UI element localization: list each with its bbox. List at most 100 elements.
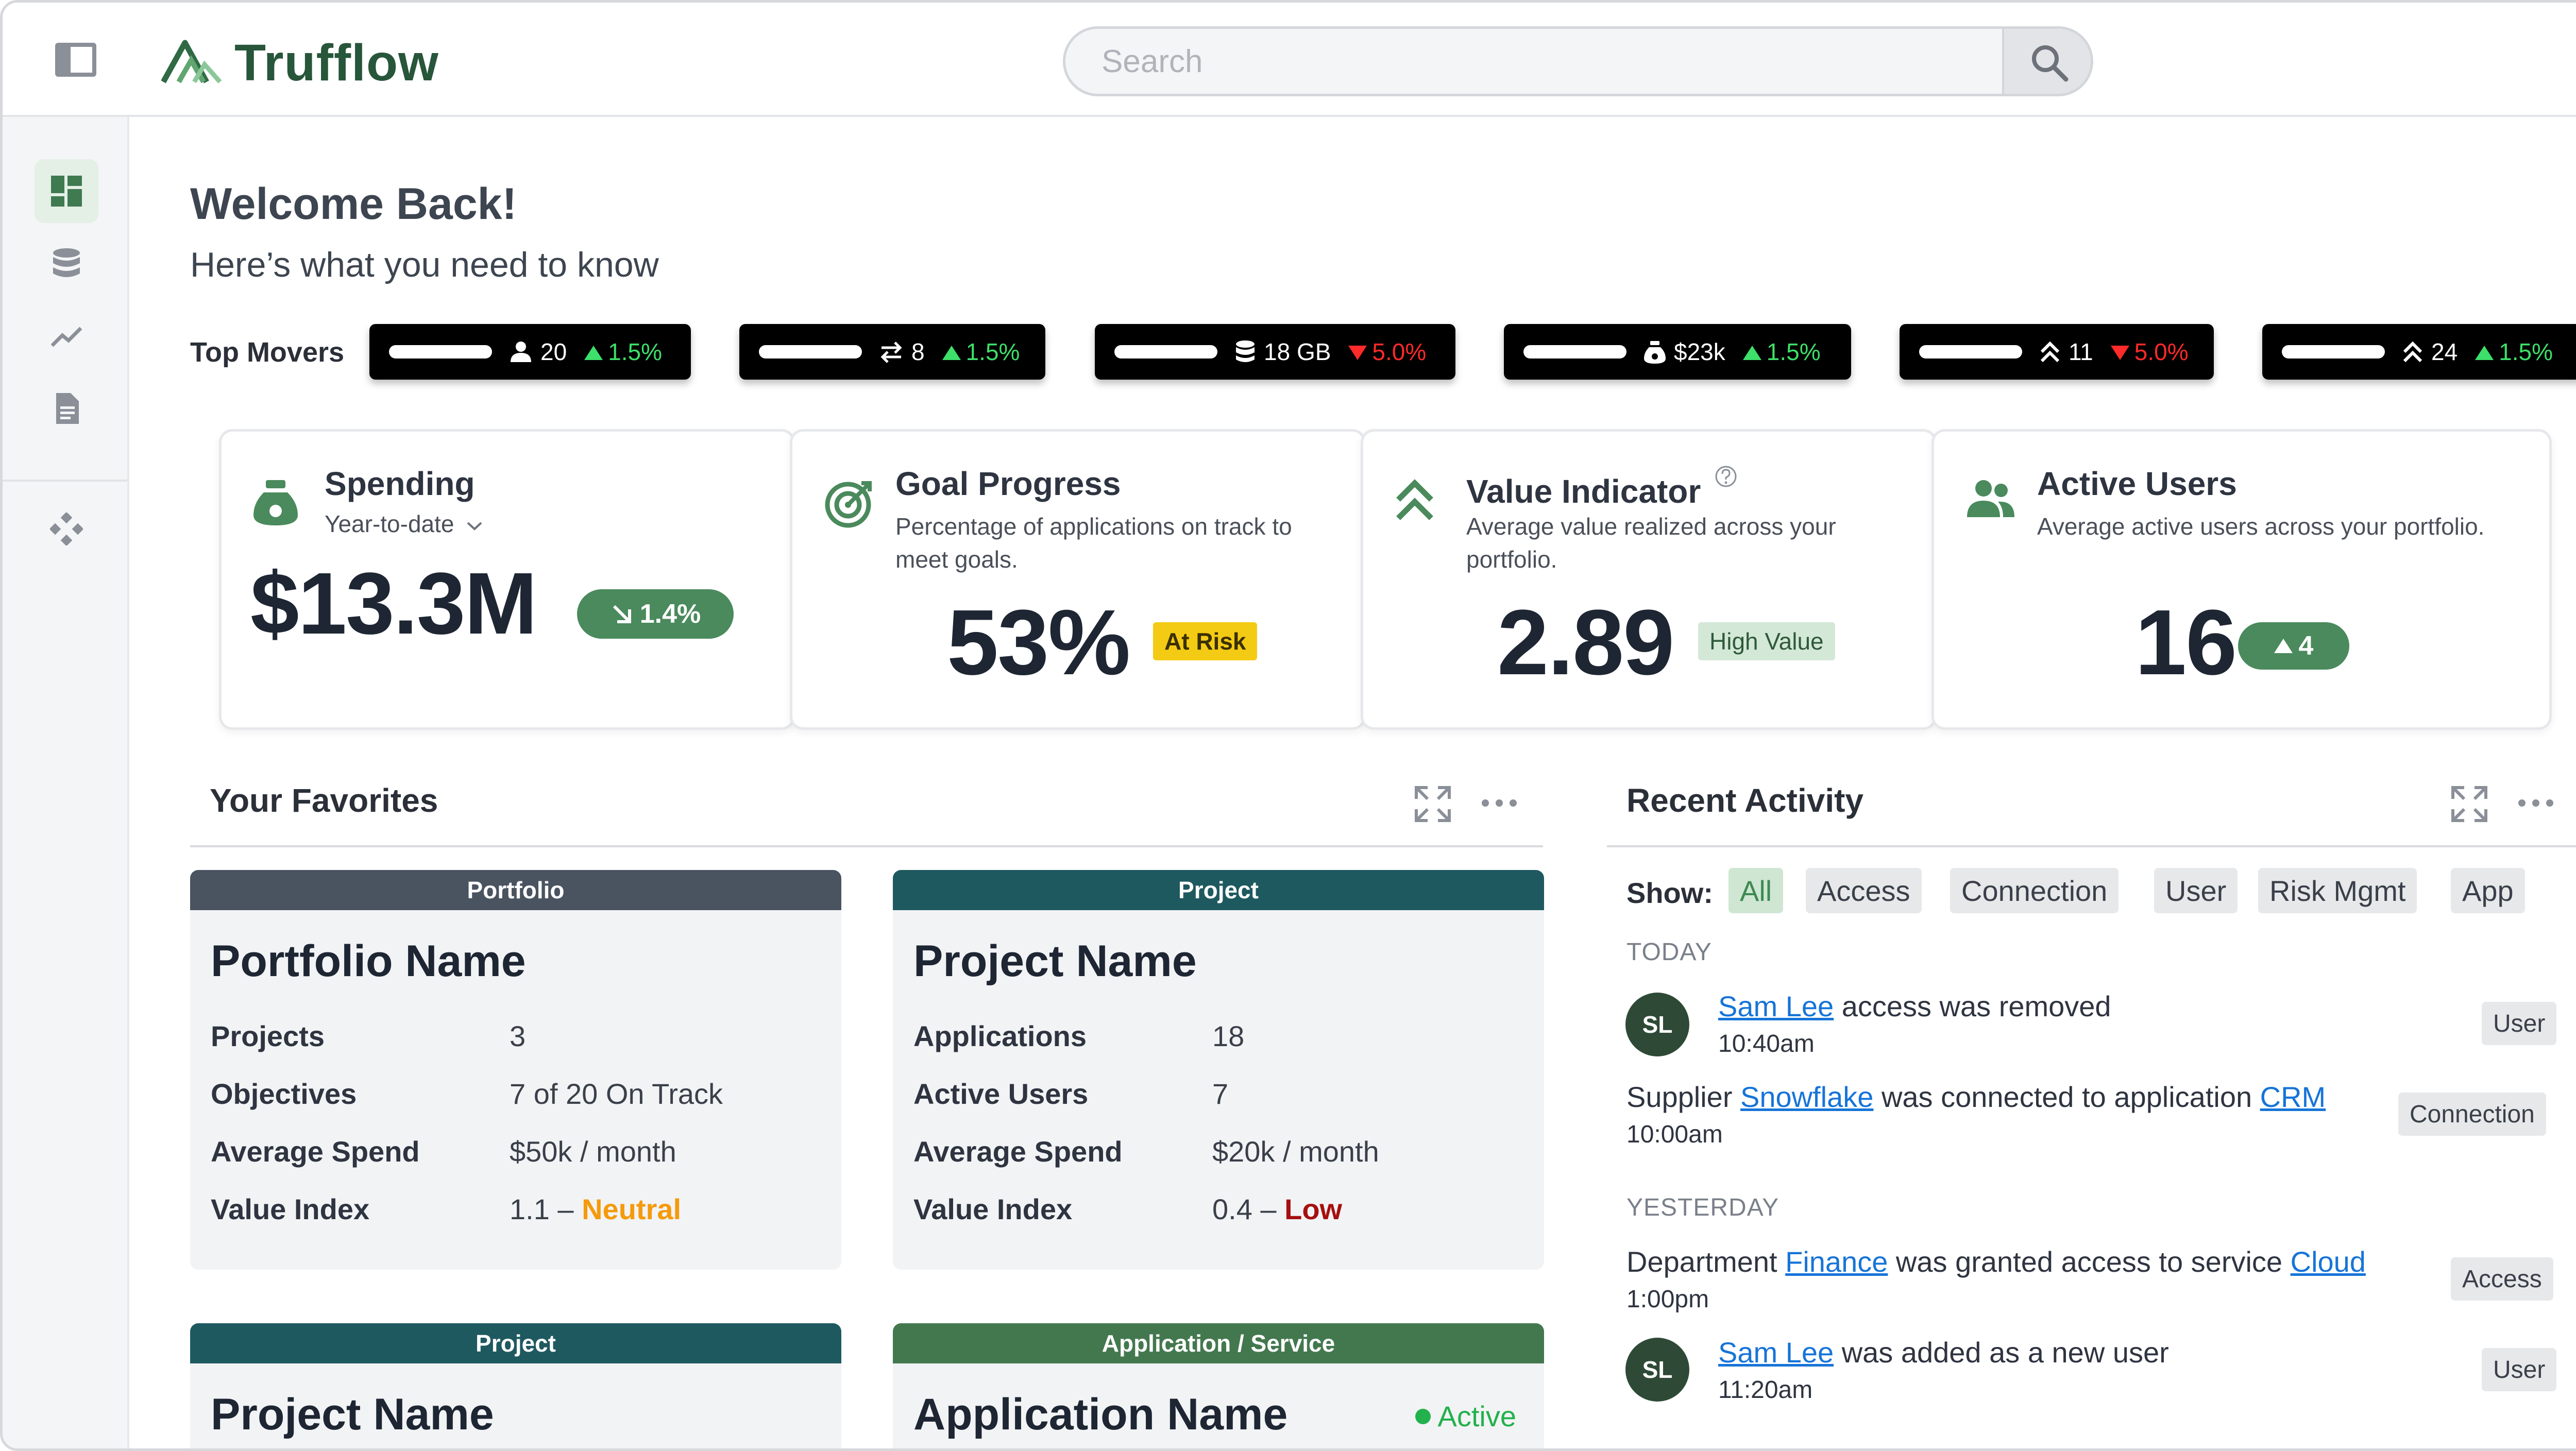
recent-activity-title: Recent Activity — [1626, 782, 1863, 819]
filter-user[interactable]: User — [2154, 868, 2238, 913]
dashboard-icon — [51, 176, 82, 207]
top-mover-chip[interactable]: 18 GB 5.0% — [1095, 324, 1455, 380]
top-mover-chip[interactable]: 20 1.5% — [369, 324, 691, 380]
activity-message: was granted access to service — [1888, 1245, 2291, 1278]
activity-time: 10:40am — [1718, 1030, 1815, 1057]
row-value-number: 0.4 – — [1212, 1193, 1285, 1225]
trend-line-icon — [50, 327, 82, 347]
section-divider — [190, 845, 1543, 847]
row-label: Objectives — [211, 1078, 357, 1110]
period-dropdown[interactable]: Year-to-date — [325, 510, 483, 538]
kpi-description: Percentage of applications on track to m… — [895, 513, 1292, 573]
activity-text: Supplier Snowflake was connected to appl… — [1626, 1080, 2326, 1114]
kpi-title: Spending — [325, 465, 475, 502]
database-icon — [53, 248, 80, 277]
activity-tag: Access — [2451, 1257, 2553, 1301]
puzzle-diamond-icon — [50, 513, 83, 545]
kpi-value: 2.89 — [1497, 591, 1674, 694]
arrow-up-icon — [584, 346, 603, 360]
top-mover-chip[interactable]: $23k 1.5% — [1504, 324, 1851, 380]
mover-change: 5.0% — [2134, 338, 2189, 365]
search-icon — [2032, 45, 2069, 82]
money-bag-icon — [1644, 340, 1666, 364]
card-type: Portfolio — [190, 870, 841, 910]
users-icon — [1967, 480, 2014, 517]
sidebar-item-data[interactable] — [35, 231, 98, 295]
activity-tag: User — [2482, 1002, 2557, 1045]
value-indicator-card[interactable]: Value Indicator Average value realized a… — [1361, 429, 1937, 730]
card-name: Project Name — [913, 936, 1197, 986]
avatar[interactable]: SL — [1625, 1338, 1689, 1402]
expand-icon[interactable] — [1413, 784, 1452, 824]
mover-change: 5.0% — [1372, 338, 1427, 365]
double-chevron-up-icon — [2402, 340, 2423, 363]
filter-app[interactable]: App — [2451, 868, 2525, 913]
department-link[interactable]: Finance — [1785, 1245, 1888, 1278]
help-circle-icon[interactable] — [1714, 465, 1738, 488]
service-link[interactable]: Cloud — [2290, 1245, 2366, 1278]
activity-prefix: Supplier — [1626, 1081, 1741, 1113]
favorite-card-project[interactable]: Project Project Name Applications 18 Acti… — [893, 870, 1544, 1270]
activity-text: Department Finance was granted access to… — [1626, 1245, 2366, 1278]
activity-message: was added as a new user — [1834, 1336, 2169, 1369]
filter-risk-mgmt[interactable]: Risk Mgmt — [2258, 868, 2417, 913]
avatar[interactable]: SL — [1625, 993, 1689, 1056]
sidebar-toggle-icon[interactable] — [55, 43, 96, 77]
status-indicator: Active — [1415, 1399, 1516, 1433]
spending-card[interactable]: Spending Year-to-date $13.3M 1.4% — [219, 429, 795, 730]
page-title: Welcome Back! — [190, 179, 517, 229]
status-badge: At Risk — [1153, 622, 1258, 660]
goal-progress-card[interactable]: Goal Progress Percentage of applications… — [790, 429, 1366, 730]
user-link[interactable]: Sam Lee — [1718, 990, 1834, 1022]
top-mover-chip[interactable]: 8 1.5% — [739, 324, 1045, 380]
search-input[interactable] — [1101, 29, 1977, 94]
filter-access[interactable]: Access — [1806, 868, 1922, 913]
sidebar-divider — [3, 480, 127, 482]
row-value: $50k / month — [510, 1135, 676, 1168]
row-label: Projects — [211, 1020, 325, 1052]
mover-change: 1.5% — [965, 338, 1020, 365]
mover-value: 24 — [2431, 338, 2458, 365]
favorite-card-project[interactable]: Project Project Name — [190, 1323, 841, 1448]
day-label-yesterday: YESTERDAY — [1626, 1194, 1780, 1221]
sidebar-item-analytics[interactable] — [35, 304, 98, 368]
activity-tag: Connection — [2398, 1092, 2546, 1136]
redacted-bar — [389, 345, 492, 359]
top-movers-label: Top Movers — [190, 337, 345, 368]
row-value: 18 — [1212, 1020, 1245, 1052]
supplier-link[interactable]: Snowflake — [1740, 1081, 1874, 1113]
activity-text: Sam Lee access was removed — [1718, 989, 2111, 1023]
filter-all[interactable]: All — [1728, 868, 1784, 913]
mover-value: 11 — [2069, 338, 2093, 365]
app-name: Trufflow — [234, 34, 439, 92]
redacted-bar — [1114, 345, 1217, 359]
sidebar-item-integrations[interactable] — [35, 497, 98, 561]
row-value-number: 1.1 – — [510, 1193, 582, 1225]
top-mover-chip[interactable]: 11 5.0% — [1900, 324, 2214, 380]
redacted-bar — [1919, 345, 2022, 359]
active-users-card[interactable]: Active Users Average active users across… — [1931, 429, 2552, 730]
top-mover-chip[interactable]: 24 1.5% — [2262, 324, 2576, 380]
kpi-title: Active Users — [2037, 465, 2237, 502]
expand-icon[interactable] — [2450, 784, 2489, 824]
mover-value: 8 — [911, 338, 925, 365]
application-link[interactable]: CRM — [2260, 1081, 2326, 1113]
activity-message: was connected to application — [1873, 1081, 2260, 1113]
sidebar-item-dashboard[interactable] — [35, 159, 98, 223]
sidebar-item-reports[interactable] — [35, 377, 98, 440]
day-label-today: TODAY — [1626, 938, 1712, 966]
kpi-value: 53% — [947, 591, 1130, 694]
filter-connection[interactable]: Connection — [1950, 868, 2119, 913]
favorite-card-portfolio[interactable]: Portfolio Portfolio Name Projects 3 Objec… — [190, 870, 841, 1270]
row-value: 7 — [1212, 1078, 1229, 1110]
more-options-icon[interactable] — [2518, 798, 2554, 808]
change-badge: 1.4% — [577, 589, 734, 639]
user-link[interactable]: Sam Lee — [1718, 1336, 1834, 1369]
activity-message: access was removed — [1834, 990, 2111, 1022]
activity-tag: User — [2482, 1348, 2557, 1391]
search-button[interactable] — [2002, 29, 2091, 94]
more-options-icon[interactable] — [1481, 798, 1517, 808]
target-icon — [825, 481, 872, 528]
favorite-card-application[interactable]: Application / Service Application Name A… — [893, 1323, 1544, 1448]
